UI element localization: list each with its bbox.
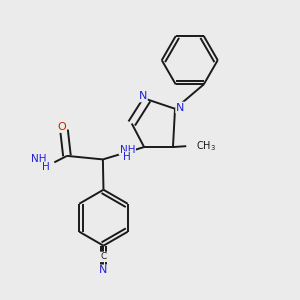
Text: N: N (99, 266, 108, 275)
Text: N: N (176, 103, 184, 112)
Text: H: H (41, 162, 49, 172)
Text: CH$_3$: CH$_3$ (196, 139, 216, 153)
Text: NH: NH (32, 154, 47, 164)
Text: H: H (124, 152, 131, 162)
Text: C: C (100, 252, 106, 261)
Text: O: O (57, 122, 66, 132)
Text: NH: NH (120, 145, 135, 155)
Text: N: N (139, 92, 147, 101)
